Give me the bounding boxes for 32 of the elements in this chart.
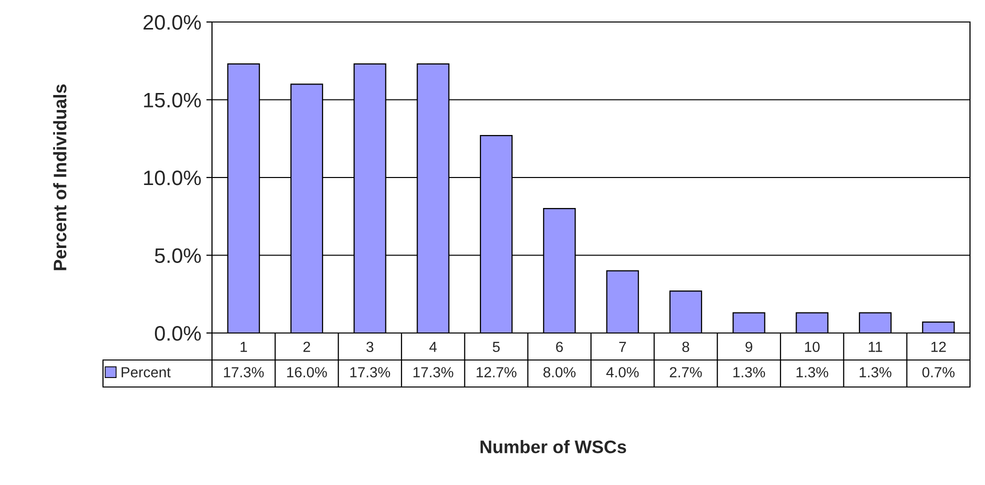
x-tick-label: 12: [931, 342, 946, 352]
x-tick-label: 10: [805, 342, 820, 352]
data-label: 12.7%: [476, 367, 516, 378]
x-tick-label: 3: [366, 342, 374, 352]
data-label: 4.0%: [606, 367, 639, 378]
data-label: 17.3%: [224, 367, 264, 378]
x-tick-label: 11: [868, 342, 882, 352]
y-tick-label: 20.0%: [144, 15, 201, 30]
y-tick-label: 5.0%: [154, 248, 201, 264]
x-tick-label: 1: [240, 342, 247, 352]
data-label: 1.3%: [796, 367, 828, 378]
x-tick-label: 7: [619, 342, 626, 352]
data-label: 2.7%: [670, 367, 702, 378]
x-axis-title: Number of WSCs: [480, 440, 626, 454]
x-tick-label: 8: [682, 342, 690, 352]
x-tick-label: 9: [746, 342, 752, 352]
x-tick-label: 4: [429, 342, 437, 352]
y-axis-title: Percent of Individuals: [53, 84, 66, 270]
data-label: 0.7%: [922, 367, 955, 378]
data-label: 17.3%: [350, 367, 390, 378]
legend-label: Percent: [122, 367, 171, 378]
data-label: 1.3%: [860, 367, 892, 378]
y-tick-label: 0.0%: [154, 326, 201, 341]
y-tick-label: 15.0%: [144, 92, 201, 108]
data-label: 17.3%: [414, 367, 454, 378]
data-label: 8.0%: [543, 367, 576, 378]
x-tick-label: 5: [492, 342, 500, 352]
data-label: 16.0%: [287, 367, 327, 378]
x-tick-label: 2: [303, 342, 310, 352]
data-label: 1.3%: [733, 367, 766, 378]
y-tick-label: 10.0%: [144, 170, 201, 186]
x-tick-label: 6: [556, 342, 563, 352]
